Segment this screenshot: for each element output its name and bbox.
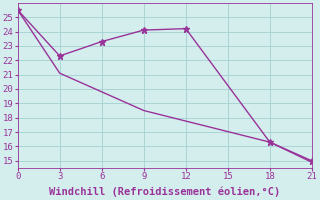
X-axis label: Windchill (Refroidissement éolien,°C): Windchill (Refroidissement éolien,°C) [49, 187, 280, 197]
